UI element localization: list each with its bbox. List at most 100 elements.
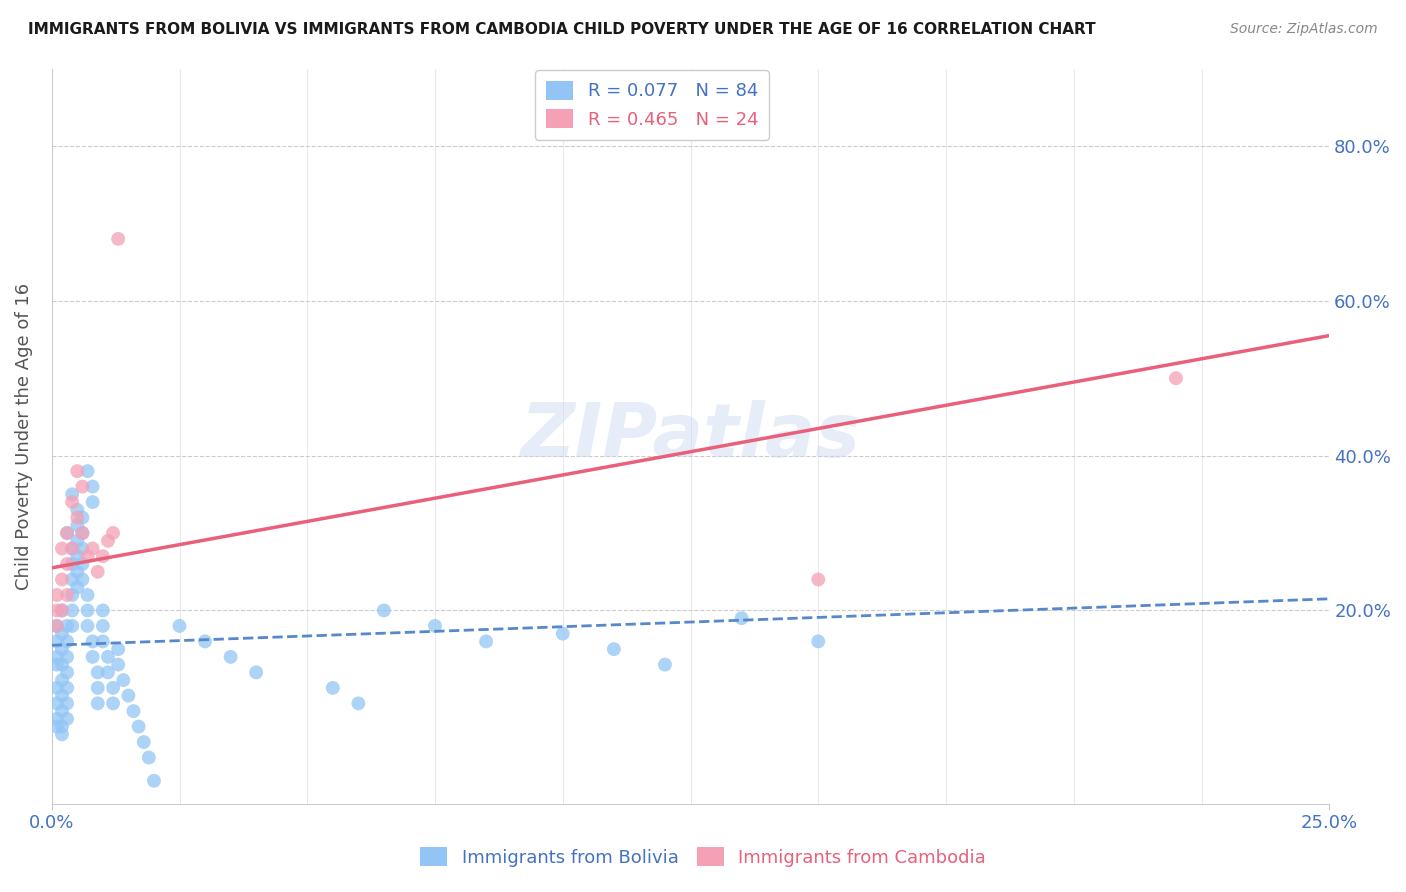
- Text: IMMIGRANTS FROM BOLIVIA VS IMMIGRANTS FROM CAMBODIA CHILD POVERTY UNDER THE AGE : IMMIGRANTS FROM BOLIVIA VS IMMIGRANTS FR…: [28, 22, 1095, 37]
- Point: [730, 611, 752, 625]
- Point: [60, 588, 83, 602]
- Point: [56, 619, 79, 633]
- Point: [194, 634, 217, 648]
- Point: [132, 735, 155, 749]
- Point: [45, 649, 67, 664]
- Point: [91, 634, 114, 648]
- Point: [72, 541, 94, 556]
- Point: [60, 619, 83, 633]
- Point: [142, 773, 165, 788]
- Y-axis label: Child Poverty Under the Age of 16: Child Poverty Under the Age of 16: [15, 283, 32, 590]
- Point: [654, 657, 676, 672]
- Point: [97, 533, 120, 548]
- Point: [66, 580, 89, 594]
- Point: [72, 510, 94, 524]
- Point: [60, 557, 83, 571]
- Point: [87, 665, 110, 680]
- Point: [51, 573, 73, 587]
- Point: [60, 495, 83, 509]
- Point: [66, 518, 89, 533]
- Legend: Immigrants from Bolivia, Immigrants from Cambodia: Immigrants from Bolivia, Immigrants from…: [413, 840, 993, 874]
- Point: [45, 657, 67, 672]
- Point: [76, 588, 98, 602]
- Point: [66, 533, 89, 548]
- Point: [807, 573, 830, 587]
- Point: [91, 549, 114, 564]
- Point: [60, 603, 83, 617]
- Point: [82, 479, 104, 493]
- Point: [82, 541, 104, 556]
- Point: [82, 634, 104, 648]
- Point: [60, 541, 83, 556]
- Point: [51, 642, 73, 657]
- Point: [117, 689, 139, 703]
- Point: [45, 588, 67, 602]
- Point: [45, 712, 67, 726]
- Point: [373, 603, 395, 617]
- Point: [56, 557, 79, 571]
- Point: [82, 649, 104, 664]
- Point: [51, 704, 73, 718]
- Point: [51, 720, 73, 734]
- Point: [87, 681, 110, 695]
- Point: [60, 541, 83, 556]
- Point: [45, 696, 67, 710]
- Point: [91, 603, 114, 617]
- Point: [122, 704, 145, 718]
- Point: [169, 619, 191, 633]
- Point: [56, 665, 79, 680]
- Point: [76, 549, 98, 564]
- Point: [245, 665, 267, 680]
- Point: [87, 565, 110, 579]
- Point: [603, 642, 626, 657]
- Point: [56, 696, 79, 710]
- Point: [66, 510, 89, 524]
- Point: [72, 526, 94, 541]
- Point: [72, 526, 94, 541]
- Point: [51, 689, 73, 703]
- Point: [128, 720, 150, 734]
- Point: [72, 479, 94, 493]
- Point: [45, 619, 67, 633]
- Point: [51, 657, 73, 672]
- Point: [97, 649, 120, 664]
- Point: [107, 657, 129, 672]
- Point: [76, 603, 98, 617]
- Point: [56, 649, 79, 664]
- Point: [101, 681, 124, 695]
- Point: [76, 619, 98, 633]
- Point: [66, 503, 89, 517]
- Point: [475, 634, 498, 648]
- Point: [60, 573, 83, 587]
- Point: [51, 626, 73, 640]
- Point: [51, 673, 73, 687]
- Point: [101, 696, 124, 710]
- Point: [138, 750, 160, 764]
- Text: Source: ZipAtlas.com: Source: ZipAtlas.com: [1230, 22, 1378, 37]
- Point: [107, 232, 129, 246]
- Point: [66, 464, 89, 478]
- Point: [56, 588, 79, 602]
- Point: [72, 557, 94, 571]
- Point: [56, 634, 79, 648]
- Point: [45, 681, 67, 695]
- Point: [56, 526, 79, 541]
- Point: [51, 727, 73, 741]
- Point: [51, 541, 73, 556]
- Legend: R = 0.077   N = 84, R = 0.465   N = 24: R = 0.077 N = 84, R = 0.465 N = 24: [536, 70, 769, 139]
- Point: [347, 696, 370, 710]
- Point: [45, 634, 67, 648]
- Point: [107, 642, 129, 657]
- Point: [101, 526, 124, 541]
- Point: [45, 603, 67, 617]
- Point: [45, 720, 67, 734]
- Point: [76, 464, 98, 478]
- Point: [66, 549, 89, 564]
- Point: [219, 649, 242, 664]
- Point: [87, 696, 110, 710]
- Point: [1164, 371, 1187, 385]
- Point: [97, 665, 120, 680]
- Point: [82, 495, 104, 509]
- Point: [45, 619, 67, 633]
- Point: [112, 673, 135, 687]
